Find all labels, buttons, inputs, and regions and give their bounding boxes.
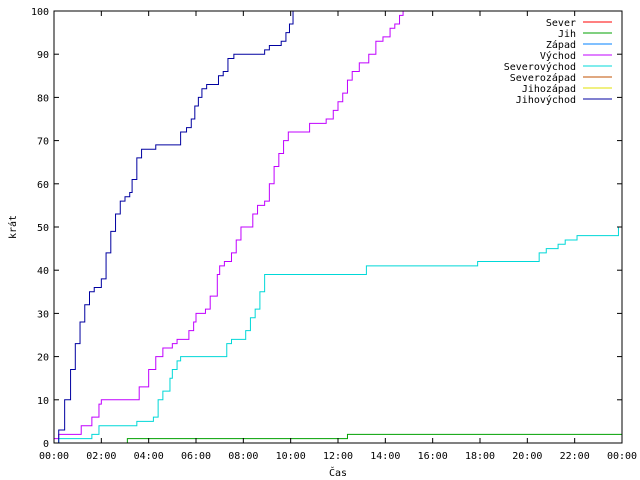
x-tick-label: 00:00 [39,451,69,462]
x-tick-label: 20:00 [512,451,542,462]
y-tick-label: 100 [31,7,49,18]
x-axis-label: Čas [329,466,347,479]
legend: SeverJihZápadVýchodSeverovýchodSeverozáp… [504,18,612,106]
x-tick-label: 14:00 [370,451,400,462]
series-line-4 [54,11,404,440]
y-tick-label: 60 [37,180,49,191]
x-tick-label: 12:00 [323,451,353,462]
legend-label: Jihozápad [522,83,576,95]
x-tick-label: 08:00 [228,451,258,462]
y-tick-label: 80 [37,93,49,104]
x-tick-label: 18:00 [465,451,495,462]
y-tick-label: 30 [37,309,49,320]
legend-label: Jih [558,29,576,40]
x-tick-label: 10:00 [276,451,306,462]
legend-label: Západ [546,39,576,51]
legend-label: Severozápad [510,72,576,84]
series-line-8 [54,11,294,444]
y-tick-label: 0 [43,439,49,450]
x-tick-label: 00:00 [607,451,637,462]
y-axis-label: krát [7,215,19,239]
x-tick-label: 16:00 [418,451,448,462]
series-line-5 [54,218,623,444]
y-tick-label: 20 [37,353,49,364]
x-tick-label: 02:00 [86,451,116,462]
y-tick-label: 90 [37,50,49,61]
legend-label: Severovýchod [504,61,576,73]
legend-label: Jihovýchod [516,94,576,106]
ticks-layer: 0 10 20 30 40 50 60 70 80 90 100 00:00 02:00 04:00 06:… [31,7,637,462]
legend-label: Sever [546,18,576,29]
x-tick-label: 22:00 [560,451,590,462]
y-tick-label: 70 [37,137,49,148]
x-tick-label: 04:00 [134,451,164,462]
y-tick-label: 40 [37,266,49,277]
y-tick-label: 50 [37,223,49,234]
x-tick-label: 06:00 [181,451,211,462]
legend-label: Východ [540,50,576,62]
y-tick-label: 10 [37,396,49,407]
series-layer [54,11,623,444]
